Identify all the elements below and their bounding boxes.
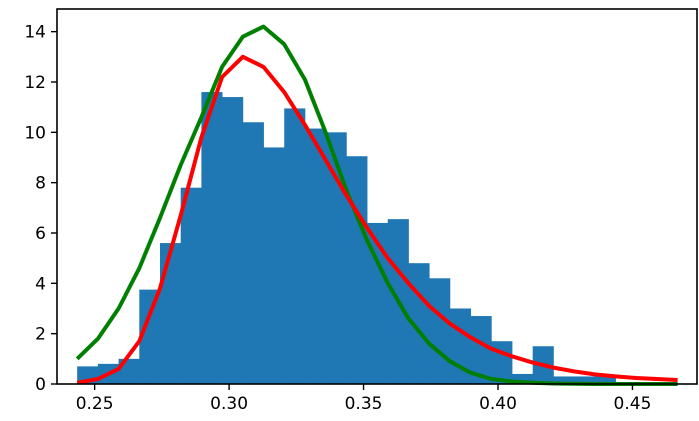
y-tick-label: 10	[24, 123, 46, 143]
histogram-bar	[594, 376, 616, 384]
y-tick-label: 12	[24, 73, 46, 93]
y-tick-label: 8	[35, 174, 46, 194]
x-tick-label: 0.25	[76, 394, 114, 414]
histogram-bar	[367, 222, 389, 384]
x-axis: 0.25 0.30 0.35 0.40 0.45	[76, 384, 652, 414]
histogram-bar	[553, 376, 575, 384]
histogram-bar	[574, 376, 596, 384]
x-tick-label: 0.30	[210, 394, 248, 414]
y-axis: 0 2 4 6 8 10 12 14	[24, 23, 57, 395]
plot-frame	[56, 8, 698, 385]
x-tick-label: 0.35	[345, 394, 383, 414]
y-tick-label: 14	[24, 23, 46, 43]
y-tick-label: 6	[35, 224, 46, 244]
histogram-bars	[77, 92, 616, 385]
histogram-bar	[180, 187, 202, 384]
histogram-bar	[201, 92, 223, 385]
histogram-bar	[139, 289, 161, 384]
x-tick-label: 0.45	[614, 394, 652, 414]
y-tick-label: 2	[35, 325, 46, 345]
histogram-bar	[222, 97, 244, 384]
histogram-bar	[470, 316, 492, 384]
histogram-bar	[408, 263, 430, 384]
x-tick-label: 0.40	[479, 394, 517, 414]
histogram-bar	[429, 278, 451, 384]
histogram-bar	[159, 243, 182, 384]
y-tick-label: 4	[35, 274, 46, 294]
histogram-bar	[304, 128, 327, 384]
histogram-bar	[511, 373, 534, 384]
histogram-bar	[346, 156, 368, 384]
histogram-bar	[284, 108, 306, 384]
histogram-bar	[263, 147, 285, 384]
fit-line-2	[76, 54, 678, 385]
histogram-bar	[325, 132, 347, 384]
y-tick-label: 0	[35, 375, 46, 395]
histogram-bar	[242, 122, 264, 384]
